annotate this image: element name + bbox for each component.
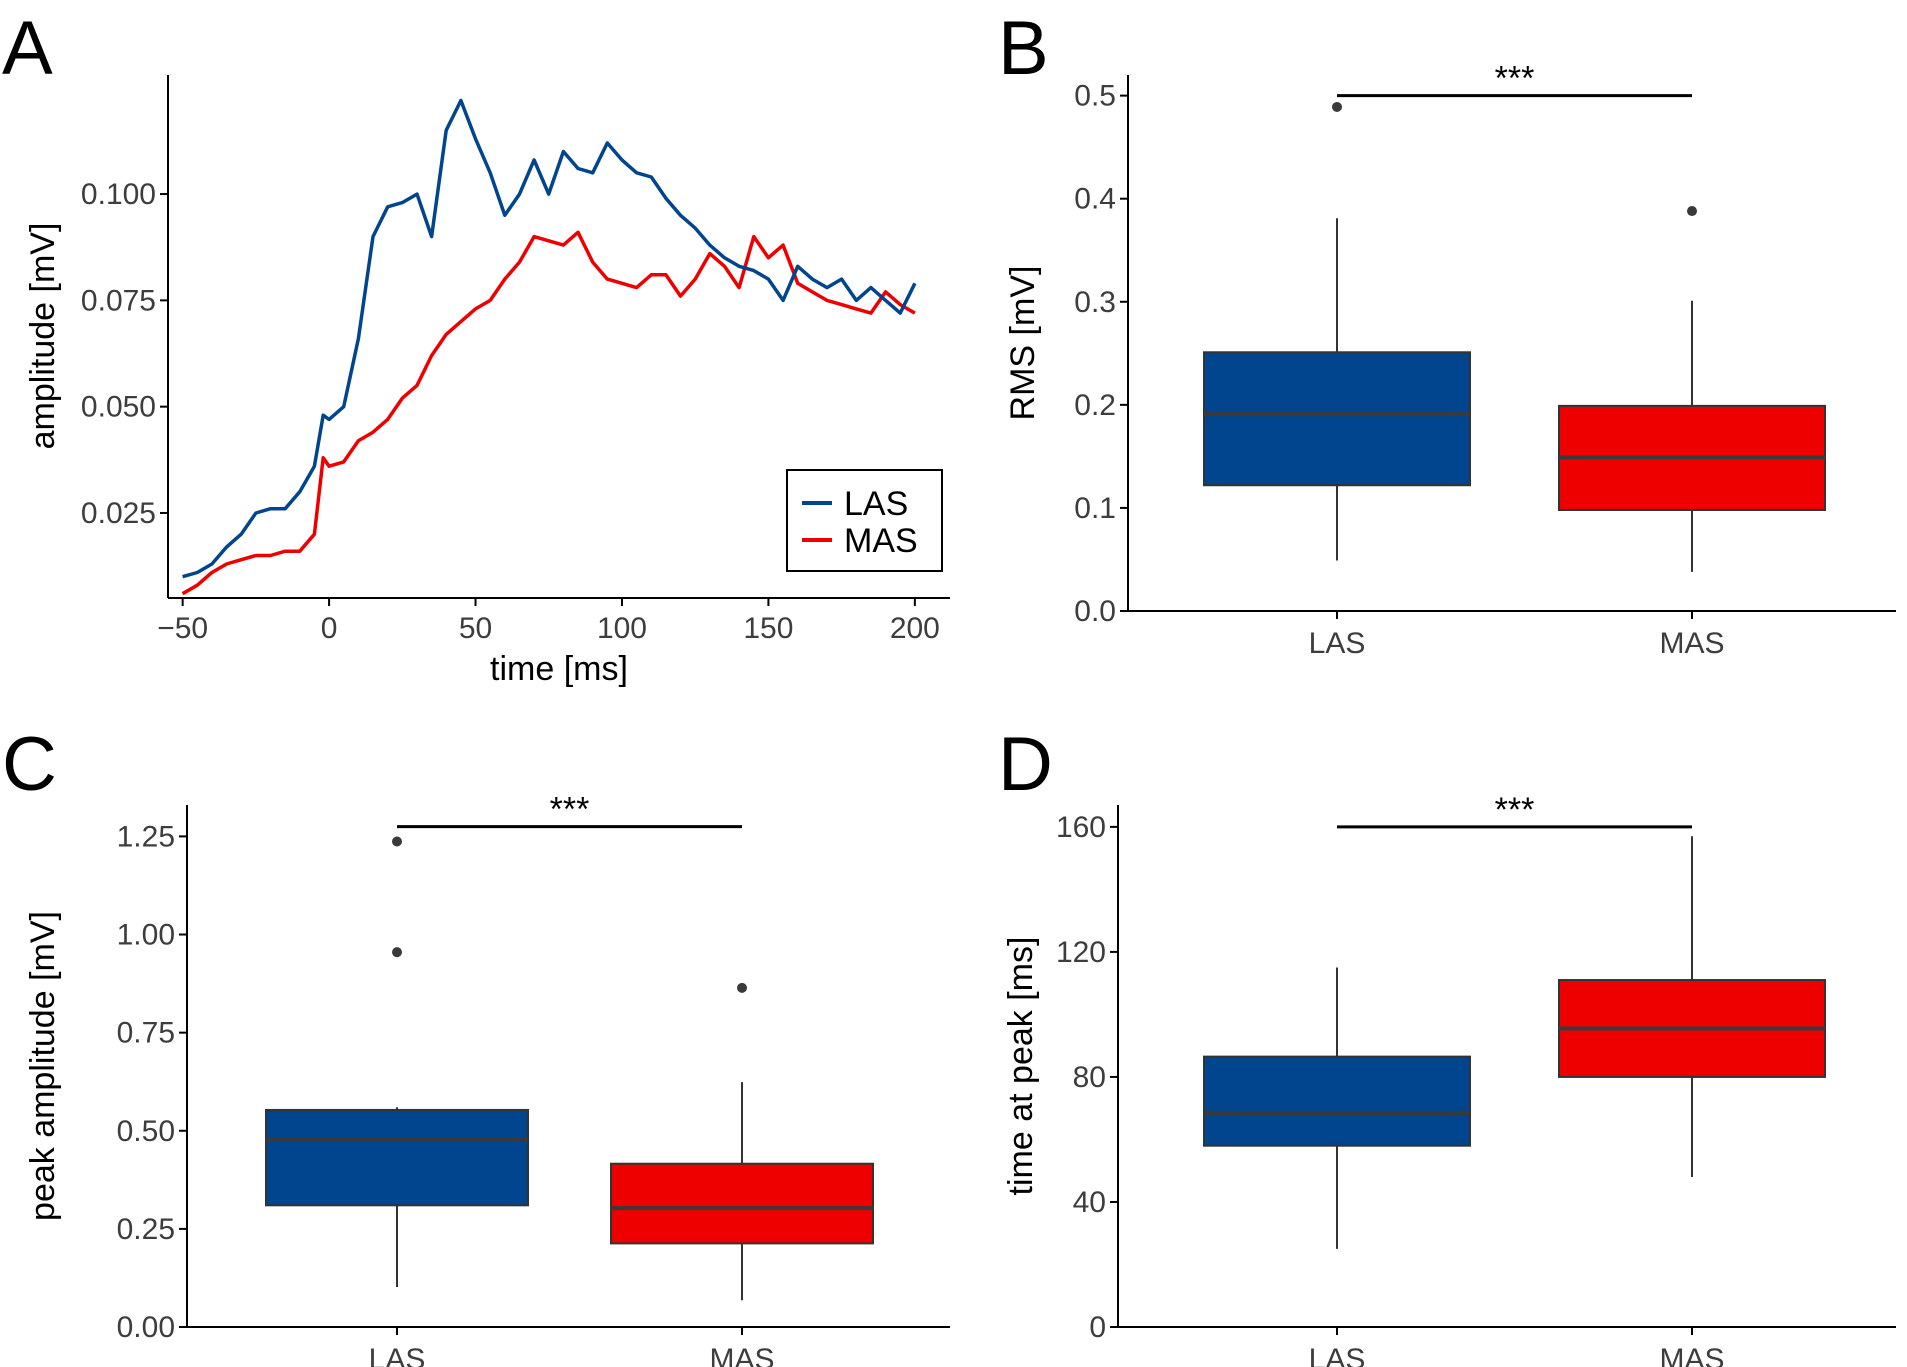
b-x-tick-label: LAS [1309, 627, 1366, 660]
d-y-axis-title: time at peak [ms] [1002, 937, 1040, 1196]
d-y-tick-label: 120 [1056, 936, 1106, 969]
b-significance-label: *** [1495, 60, 1535, 98]
c-outlier-las [392, 836, 402, 847]
c-y-tick-label: 0.25 [117, 1213, 175, 1246]
c-x-tick-label: LAS [369, 1343, 426, 1367]
a-x-tick-label: 100 [597, 612, 647, 645]
panel-letter-c: C [2, 722, 57, 807]
panel-letter-a: A [2, 6, 53, 91]
c-box-las [265, 1108, 529, 1207]
a-y-tick-label: 0.075 [81, 284, 156, 317]
legend: LAS MAS [786, 469, 943, 572]
b-y-tick-label: 0.1 [1074, 492, 1116, 525]
panel-a-line-chart: −50 0 50 100 150 200 0.025 0.050 0.075 0.100 time… [24, 75, 950, 688]
a-y-axis-title: amplitude [mV] [24, 223, 62, 450]
series-line-mas [181, 230, 916, 596]
b-outlier-las [1332, 101, 1342, 112]
b-y-tick-label: 0.5 [1074, 80, 1116, 113]
panel-letter-b: B [998, 6, 1049, 91]
c-y-axis-title: peak amplitude [mV] [24, 911, 62, 1221]
b-y-tick-label: 0.0 [1074, 595, 1116, 628]
c-y-tick-label: 1.00 [117, 919, 175, 952]
c-y-tick-label: 1.25 [117, 820, 175, 853]
c-y-tick-label: 0.50 [117, 1115, 175, 1148]
d-box-las [1203, 1055, 1471, 1147]
d-y-tick-label: 80 [1073, 1061, 1106, 1094]
d-x-tick-label: MAS [1659, 1343, 1724, 1367]
d-significance-label: *** [1495, 791, 1535, 829]
b-outlier-mas [1687, 206, 1697, 217]
a-x-tick-label: 50 [459, 612, 492, 645]
a-x-tick-label: 0 [321, 612, 338, 645]
a-x-tick-label: 150 [743, 612, 793, 645]
d-y-tick-label: 160 [1056, 811, 1106, 844]
b-y-axis-title: RMS [mV] [1004, 266, 1042, 421]
legend-label-las: LAS [844, 485, 908, 523]
b-x-tick-label: MAS [1659, 627, 1724, 660]
c-x-tick-label: MAS [709, 1343, 774, 1367]
a-y-tick-label: 0.100 [81, 178, 156, 211]
b-y-tick-label: 0.4 [1074, 183, 1116, 216]
d-y-tick-label: 0 [1089, 1311, 1106, 1344]
series-line-las [182, 98, 917, 579]
b-box-las [1203, 351, 1471, 487]
a-y-tick-label: 0.025 [81, 497, 156, 530]
a-x-axis-title: time [ms] [490, 650, 628, 688]
a-x-tick-label: 200 [890, 612, 940, 645]
c-outlier-mas [737, 982, 747, 993]
a-x-tick-label: −50 [157, 612, 208, 645]
c-significance-label: *** [550, 791, 590, 829]
c-y-tick-label: 0.75 [117, 1017, 175, 1050]
b-y-tick-label: 0.2 [1074, 389, 1116, 422]
panel-c-box-plot: 0.00 0.25 0.50 0.75 1.00 1.25 LAS MAS *** peak a… [24, 791, 950, 1367]
c-box-mas [610, 1162, 874, 1245]
d-x-tick-label: LAS [1309, 1343, 1366, 1367]
panel-d-box-plot: 0 40 80 120 160 LAS MAS *** time at peak [ms] [1002, 791, 1896, 1367]
panel-b-box-plot: 0.0 0.1 0.2 0.3 0.4 0.5 LAS MAS *** RMS [mV] [1004, 60, 1896, 660]
legend-label-mas: MAS [844, 522, 918, 560]
panel-letter-d: D [998, 722, 1053, 807]
d-y-tick-label: 40 [1073, 1186, 1106, 1219]
a-y-tick-label: 0.050 [81, 391, 156, 424]
b-y-tick-label: 0.3 [1074, 286, 1116, 319]
c-y-tick-label: 0.00 [117, 1311, 175, 1344]
legend-box [786, 469, 943, 572]
c-outlier-las [392, 947, 402, 958]
